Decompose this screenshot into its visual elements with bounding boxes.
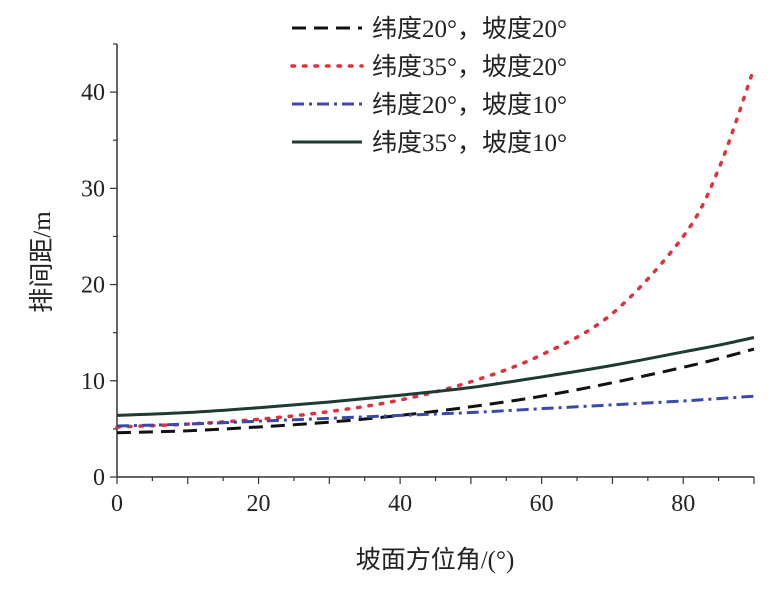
- legend-label-3: 纬度20°，坡度10°: [372, 91, 567, 119]
- y-tick-label: 10: [81, 369, 105, 395]
- legend-label-2: 纬度35°，坡度20°: [372, 53, 567, 81]
- series-line-2: [115, 66, 756, 429]
- y-tick-label: 40: [81, 80, 105, 106]
- legend-label-4: 纬度35°，坡度10°: [372, 129, 567, 157]
- x-tick-label: 20: [247, 491, 271, 517]
- y-tick-label: 20: [81, 273, 105, 299]
- series-group: [115, 66, 756, 435]
- y-axis-label: 排间距/m: [28, 211, 56, 313]
- x-tick-label: 40: [388, 491, 412, 517]
- legend-label-1: 纬度20°，坡度20°: [372, 15, 567, 43]
- x-tick-label: 60: [530, 491, 554, 517]
- series-line-4: [116, 336, 755, 417]
- y-tick-label: 30: [81, 176, 105, 202]
- y-tick-label: 0: [93, 465, 105, 491]
- series-line-1: [116, 347, 755, 435]
- legend: 纬度20°，坡度20° 纬度35°，坡度20° 纬度20°，坡度10° 纬度35°，坡…: [290, 15, 567, 157]
- x-tick-label: 80: [671, 491, 695, 517]
- x-axis-label: 坡面方位角/(°): [356, 546, 515, 574]
- x-tick-label: 0: [111, 491, 123, 517]
- series-line-3: [116, 394, 755, 428]
- axes: 0 20 40 60 80 0 10 20 30 40: [81, 43, 755, 517]
